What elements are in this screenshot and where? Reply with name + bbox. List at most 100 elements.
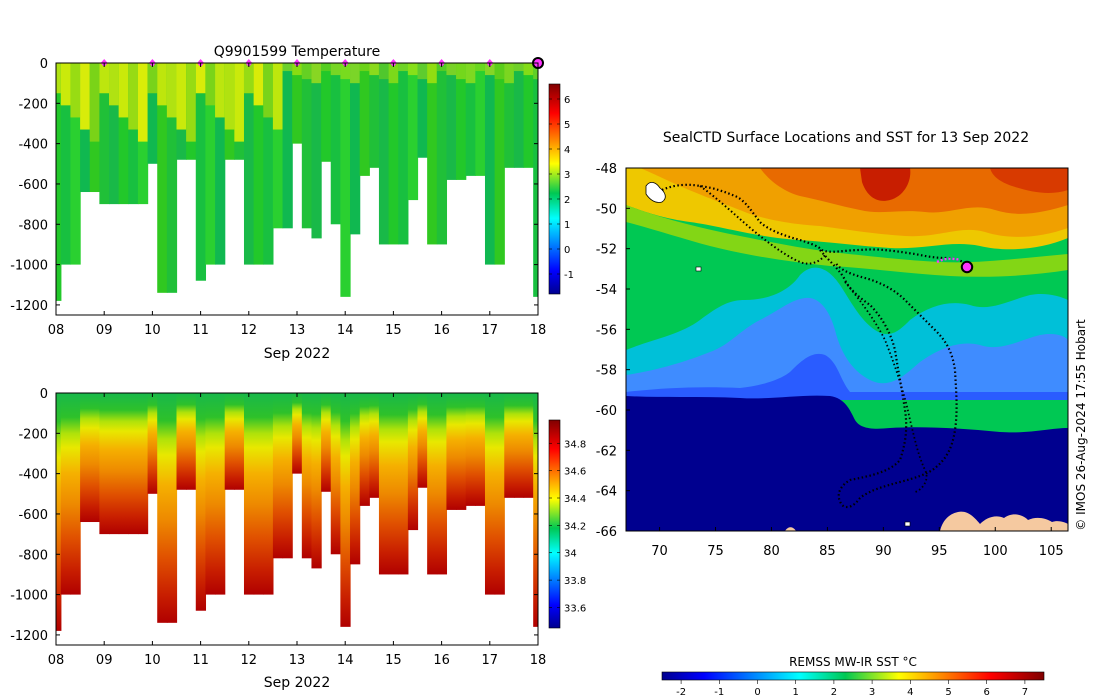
temperature-profile-column [504, 63, 515, 168]
temperature-x-tick-label: 09 [96, 323, 113, 338]
map-x-tick-label: 105 [1039, 544, 1064, 559]
temperature-profile-column [407, 63, 419, 201]
salinity-profile-column [147, 393, 158, 494]
sst-colorbar-tick-label: -2 [676, 687, 686, 698]
temperature-warm-band [234, 63, 245, 142]
temperature-profile-column [475, 63, 486, 176]
salinity-profile-column [292, 393, 303, 474]
seal-track-north [661, 183, 968, 267]
temperature-warm-band [60, 63, 72, 106]
salinity-profile-column [398, 393, 409, 575]
salinity-profile-column [533, 393, 538, 627]
temperature-x-tick-label: 08 [48, 323, 65, 338]
salinity-profile-column [70, 393, 81, 595]
temperature-warm-band [359, 63, 370, 72]
sst-colorbar-tick-label: 6 [984, 687, 990, 698]
temperature-warm-band [398, 63, 409, 72]
salinity-colorbar-tick-label: 33.6 [564, 603, 586, 614]
temperature-profile-column [205, 63, 216, 265]
salinity-colorbar-tick-label: 34.6 [564, 467, 586, 478]
salinity-profile-column [523, 393, 534, 498]
salinity-profile-column [369, 393, 380, 498]
salinity-profile-column [157, 393, 168, 623]
salinity-profiles [56, 393, 538, 631]
recent-track [936, 257, 961, 264]
temperature-x-tick-label: 11 [192, 323, 209, 338]
temperature-warm-band [427, 63, 438, 84]
temperature-profiles [56, 63, 538, 301]
temperature-warm-band [253, 63, 264, 106]
temperature-colorbar-tick-label: 6 [564, 95, 570, 106]
temperature-profile-column [272, 63, 284, 229]
salinity-profile-column [224, 393, 235, 490]
temperature-profile-column [166, 63, 178, 293]
temperature-warm-band [523, 63, 534, 76]
map-y-tick-label: -56 [596, 323, 617, 338]
temperature-profile-column [494, 63, 505, 265]
map-title: SealCTD Surface Locations and SST for 13… [663, 130, 1029, 146]
salinity-profile-column [99, 393, 110, 535]
temperature-profile-column [456, 63, 467, 180]
temperature-profile-column [109, 63, 120, 205]
salinity-profile-column [205, 393, 216, 595]
temperature-y-tick-label: -600 [18, 178, 48, 193]
salinity-profile-column [513, 393, 525, 498]
temperature-y-tick-label: -800 [18, 218, 48, 233]
map-y-tick-label: -64 [596, 485, 617, 500]
salinity-profile-column [417, 393, 428, 488]
temperature-y-tick-label: -200 [18, 97, 48, 112]
salinity-y-tick-label: 0 [40, 387, 48, 402]
seal-track-south [819, 249, 958, 509]
sst-colorbar-ticks: -2 -1 0 1 2 3 4 5 6 7 [676, 680, 1028, 698]
salinity-x-tick-label: 14 [337, 653, 354, 668]
temperature-profile-column [99, 63, 110, 205]
temperature-y-tick-label: -1200 [10, 299, 48, 314]
temperature-warm-band [494, 63, 505, 80]
temperature-warm-band [137, 63, 149, 142]
temperature-warm-band [195, 63, 207, 94]
salinity-profile-column [301, 393, 313, 559]
salinity-profile-column [109, 393, 120, 535]
salinity-x-tick-label: 18 [530, 653, 547, 668]
temperature-warm-band [109, 63, 120, 106]
temperature-warm-band [484, 63, 496, 76]
salinity-y-tick-label: -800 [18, 548, 48, 563]
map-panel: SealCTD Surface Locations and SST for 13… [596, 130, 1088, 698]
temperature-warm-band [330, 63, 341, 76]
temperature-warm-band [340, 63, 351, 80]
temperature-y-axis: 0 -200 -400 -600 -800 -1000 -1200 [10, 57, 538, 314]
temperature-colorbar [549, 84, 560, 294]
temperature-x-tick-label: 15 [385, 323, 402, 338]
temperature-profile-column [243, 63, 255, 265]
salinity-y-tick-label: -1200 [10, 629, 48, 644]
map-x-tick-label: 90 [875, 544, 892, 559]
current-position-marker [960, 260, 974, 274]
sst-colorbar-tick-label: 0 [754, 687, 760, 698]
temperature-warm-band [456, 63, 467, 80]
map-y-tick-label: -54 [596, 283, 617, 298]
salinity-y-tick-label: -400 [18, 468, 48, 483]
map-x-tick-label: 75 [707, 544, 724, 559]
temperature-warm-band [118, 63, 129, 118]
temperature-warm-band [465, 63, 476, 84]
temperature-profile-column [340, 63, 351, 297]
temperature-warm-band [263, 63, 274, 118]
salinity-profile-column [350, 393, 361, 565]
salinity-colorbar-ticks: 33.6 33.8 34 34.2 34.4 34.6 34.8 [549, 439, 586, 614]
sst-colorbar-tick-label: 2 [831, 687, 837, 698]
map-y-tick-label: -52 [596, 243, 617, 258]
sst-field [626, 168, 1068, 531]
temperature-warm-band [99, 63, 110, 94]
salinity-x-axis: 08 09 10 11 12 13 14 15 16 17 18 [48, 393, 547, 668]
temperature-x-tick-label: 16 [433, 323, 450, 338]
salinity-y-tick-label: -200 [18, 427, 48, 442]
salinity-profile-column [504, 393, 515, 498]
temperature-profile-column [157, 63, 168, 293]
temperature-warm-band [417, 63, 428, 80]
salinity-x-tick-label: 17 [482, 653, 499, 668]
map-x-tick-label: 85 [819, 544, 836, 559]
sst-colorbar-title: REMSS MW-IR SST °C [789, 655, 917, 669]
salinity-profile-column [118, 393, 129, 535]
temperature-warm-band [89, 63, 100, 142]
